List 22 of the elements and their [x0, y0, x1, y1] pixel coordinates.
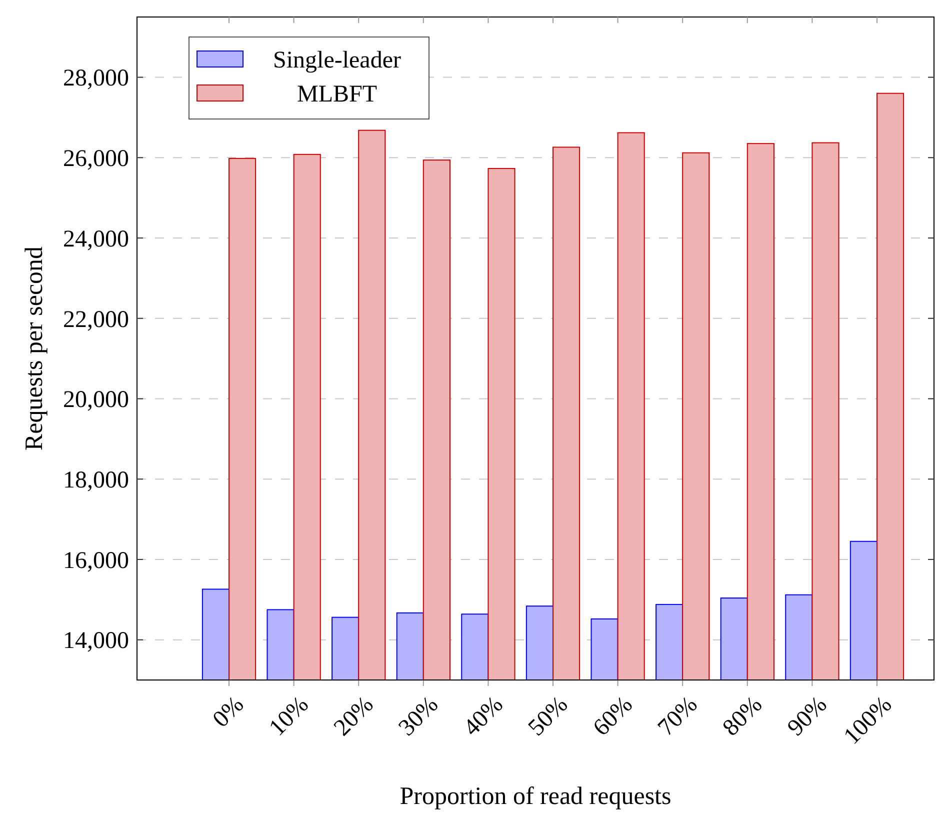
y-tick-label: 26,000: [63, 146, 129, 172]
legend-label: Single-leader: [273, 47, 401, 74]
y-tick-label: 22,000: [63, 306, 129, 333]
y-tick-label: 28,000: [63, 66, 129, 92]
x-axis-title: Proportion of read requests: [400, 783, 672, 810]
x-tick-label: 50%: [524, 692, 574, 742]
y-tick-label: 20,000: [63, 387, 129, 414]
y-tick-label: 24,000: [63, 226, 129, 252]
legend-label: MLBFT: [296, 81, 378, 108]
x-tick-label: 20%: [329, 692, 379, 742]
x-tick-label: 0%: [208, 692, 250, 733]
x-tick-label: 70%: [653, 692, 703, 742]
y-tick-label: 18,000: [63, 467, 129, 494]
x-tick-label: 40%: [458, 692, 508, 742]
x-tick-label: 60%: [588, 692, 638, 742]
x-tick-label: 90%: [782, 692, 832, 742]
x-tick-label: 10%: [264, 692, 314, 742]
y-tick-label: 14,000: [63, 628, 129, 654]
y-axis-title: Requests per second: [21, 246, 48, 451]
y-tick-label: 16,000: [63, 548, 129, 574]
x-tick-label: 80%: [718, 692, 768, 742]
x-tick-label: 30%: [394, 692, 444, 742]
